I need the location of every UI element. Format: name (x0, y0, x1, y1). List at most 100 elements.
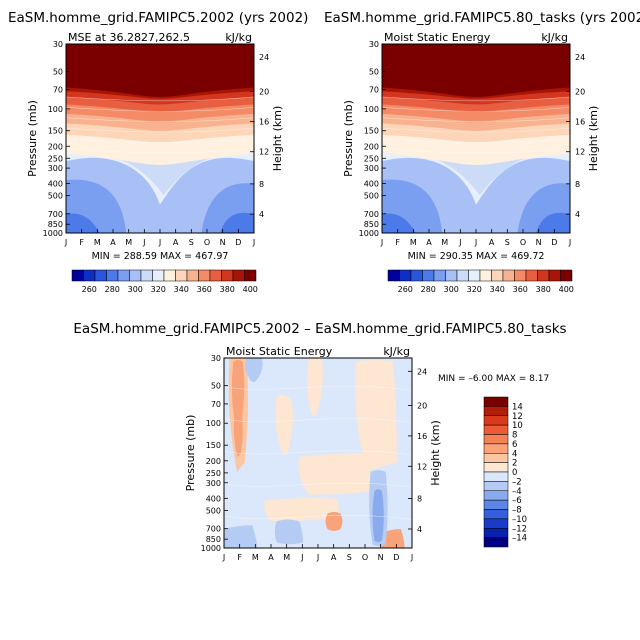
y-tick-label: 50 (211, 382, 221, 391)
chart-panel-1: EaSM.homme_grid.FAMIPC5.2002 (yrs 2002) M… (8, 10, 308, 247)
x-tick-label: M (283, 553, 290, 562)
y-axis-label-right: Height (km) (429, 420, 442, 486)
colorbar-swatch (483, 471, 509, 482)
colorbar-1: MIN = 288.59 MAX = 467.97 260 280 300 320 340… (71, 251, 258, 294)
colorbar-label: 380 (536, 285, 551, 294)
x-tick-label: O (520, 238, 526, 247)
y-tick-label: 700 (48, 210, 63, 219)
x-tick-label: A (426, 238, 432, 247)
y-tick-label: 850 (364, 220, 379, 229)
contour-fill (245, 358, 263, 383)
contour-fill (382, 44, 570, 97)
colorbar-label: 360 (513, 285, 528, 294)
y-tick-label: 70 (53, 86, 63, 95)
chart-title: EaSM.homme_grid.FAMIPC5.2002 (yrs 2002) (8, 10, 308, 26)
contour-fill (233, 403, 243, 457)
x-tick-label: D (235, 238, 241, 247)
colorbar-swatch (483, 528, 509, 538)
colorbar-label: –2 (512, 477, 522, 487)
y-tick-label: 100 (364, 105, 379, 114)
min-max-stats: MIN = 288.59 MAX = 467.97 (92, 251, 229, 262)
contour-fill (354, 359, 397, 472)
x-tick-label: M (125, 238, 132, 247)
x-tick-label: A (110, 238, 116, 247)
x-tick-label: F (237, 553, 242, 562)
colorbar-swatch (456, 269, 469, 282)
contour-line (382, 117, 570, 122)
colorbar-label: 400 (559, 285, 574, 294)
chart-title: EaSM.homme_grid.FAMIPC5.2002 – EaSM.homm… (73, 321, 566, 337)
y-tick-label: 500 (364, 192, 379, 201)
y-right-tick-label: 24 (417, 367, 427, 376)
x-tick-label: S (189, 238, 194, 247)
x-tick-label: J (568, 238, 571, 247)
contour-line (66, 107, 254, 112)
colorbar-label: 340 (490, 285, 505, 294)
colorbar-swatch (129, 269, 142, 282)
colorbar-label: –4 (512, 487, 522, 497)
y-tick-label: 700 (364, 210, 379, 219)
y-tick-label: 850 (206, 535, 221, 544)
colorbar-label: 280 (421, 285, 436, 294)
colorbar-swatch (221, 269, 234, 282)
y-tick-label: 100 (206, 419, 221, 428)
y-tick-label: 70 (211, 400, 221, 409)
colorbar-label: 300 (444, 285, 459, 294)
contour-fill (274, 519, 303, 545)
y-tick-label: 250 (48, 154, 63, 163)
y-axis-label-right: Height (km) (271, 106, 284, 172)
y-right-tick-label: 12 (575, 148, 585, 157)
x-tick-label: M (410, 238, 417, 247)
subtitle-left: Moist Static Energy (226, 345, 333, 358)
contour-field (382, 44, 570, 233)
colorbar-swatch (479, 269, 492, 282)
contour-line (224, 385, 412, 391)
y-tick-label: 300 (364, 164, 379, 173)
colorbar-label: 260 (398, 285, 413, 294)
colorbar-label: –6 (512, 496, 522, 506)
colorbar-swatch (483, 518, 509, 529)
colorbar-label: 320 (467, 285, 482, 294)
y-right-tick-label: 20 (417, 402, 427, 411)
x-tick-label: O (204, 238, 210, 247)
y-right-tick-label: 8 (575, 180, 580, 189)
colorbar-label: 2 (512, 459, 517, 469)
colorbar-swatch (175, 269, 188, 282)
y-tick-label: 30 (53, 40, 63, 49)
contour-line (382, 148, 570, 154)
colorbar-swatch (483, 406, 509, 416)
colorbar-swatch (117, 269, 130, 282)
y-tick-label: 1000 (43, 229, 63, 238)
colorbar-label: 400 (243, 285, 258, 294)
y-right-tick-label: 20 (259, 87, 269, 96)
y-tick-label: 70 (369, 86, 379, 95)
y-right-tick-label: 20 (575, 87, 585, 96)
colorbar-swatch (83, 269, 96, 282)
contour-line (66, 127, 254, 133)
contour-line (66, 96, 254, 102)
y-right-tick-label: 16 (417, 432, 427, 441)
x-tick-label: A (331, 553, 337, 562)
y-axis-label: Pressure (mb) (26, 100, 39, 177)
colorbar-label: 300 (128, 285, 143, 294)
colorbar-label: –14 (512, 534, 527, 544)
colorbar-swatch (433, 269, 446, 282)
colorbar-label: –12 (512, 524, 527, 534)
x-tick-label: M (441, 238, 448, 247)
y-tick-label: 50 (53, 68, 63, 77)
subtitle-units: kJ/kg (225, 31, 252, 44)
contour-fill (224, 525, 258, 548)
colorbar-swatch (106, 269, 119, 282)
contour-line (224, 515, 412, 520)
contour-line (66, 148, 254, 154)
contour-fill (275, 394, 293, 455)
x-tick-label: O (362, 553, 368, 562)
colorbar-label: 260 (82, 285, 97, 294)
y-tick-label: 200 (206, 457, 221, 466)
contour-fill (66, 44, 254, 97)
colorbar-label: 14 (512, 402, 523, 412)
colorbar-swatch (94, 269, 107, 282)
y-tick-label: 400 (364, 180, 379, 189)
colorbar-swatch (483, 424, 509, 435)
y-tick-label: 850 (48, 220, 63, 229)
